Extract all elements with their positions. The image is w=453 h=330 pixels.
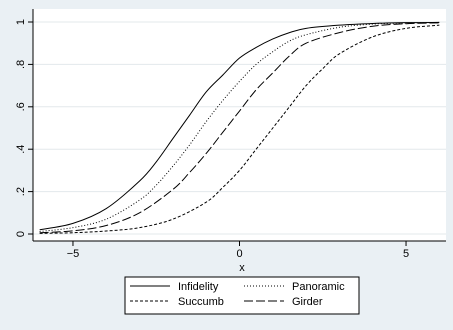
legend-label-succumb: Succumb [178,296,224,308]
y-tick-label: 1 [15,19,27,25]
plot-area [33,9,446,241]
x-axis-ticks: −5 0 5 [67,241,409,260]
legend-label-panoramic: Panoramic [292,281,345,293]
legend-label-infidelity: Infidelity [178,281,219,293]
y-axis-ticks: 0 .2 .4 .6 .8 1 [15,19,33,237]
series-lines [39,21,440,234]
legend-box [124,276,360,315]
series-line-panoramic [39,21,440,232]
y-tick-label: .6 [15,102,27,111]
x-tick-label: −5 [67,248,80,260]
y-tick-label: .2 [15,187,27,196]
series-line-succumb [39,24,440,234]
y-tick-label: .8 [15,60,27,69]
series-line-infidelity [39,21,440,231]
x-tick-label: 5 [403,248,409,260]
y-tick-label: .4 [15,145,27,154]
legend-label-girder: Girder [292,296,323,308]
series-line-girder [39,22,440,234]
legend: Infidelity Panoramic Succumb Girder [124,276,360,315]
grid-lines [33,21,446,235]
y-tick-label: 0 [15,231,27,237]
x-axis-title: x [239,262,245,274]
x-tick-label: 0 [236,248,242,260]
